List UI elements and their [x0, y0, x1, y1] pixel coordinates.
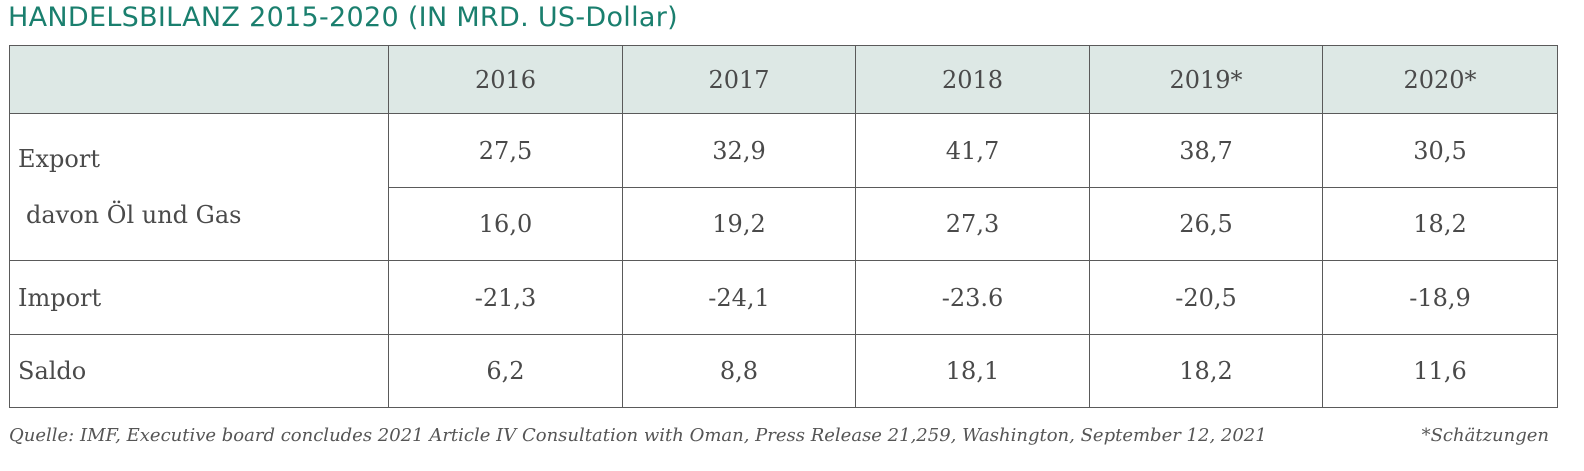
header-corner-cell	[9, 45, 389, 114]
table-cell: 11,6	[1322, 333, 1558, 409]
table-cell: 26,5	[1089, 187, 1323, 262]
table-cell: -24,1	[622, 260, 856, 335]
table-cell: 8,8	[622, 333, 856, 409]
table-row-saldo: Saldo 6,2 8,8 18,1 18,2 11,6	[9, 333, 1558, 409]
column-header-2018: 2018	[855, 45, 1090, 114]
source-note: Quelle: IMF, Executive board concludes 2…	[9, 425, 1267, 446]
table-cell: -18,9	[1322, 260, 1558, 335]
table-header-row: 2016 2017 2018 2019* 2020*	[9, 45, 1558, 114]
row-label-oil-gas: davon Öl und Gas	[26, 201, 242, 230]
table-cell: 18,2	[1322, 187, 1558, 262]
table-cell: 41,7	[855, 112, 1090, 189]
table-cell: -23.6	[855, 260, 1090, 335]
table-cell: 18,1	[855, 333, 1090, 409]
trade-balance-table: 2016 2017 2018 2019* 2020* Export davon …	[9, 45, 1558, 409]
table-cell: 16,0	[388, 187, 623, 262]
row-label-export-group: Export davon Öl und Gas	[9, 112, 389, 262]
table-cell: 19,2	[622, 187, 856, 262]
table-cell: -20,5	[1089, 260, 1323, 335]
estimates-note: *Schätzungen	[1421, 425, 1549, 446]
table-row-import: Import -21,3 -24,1 -23.6 -20,5 -18,9	[9, 260, 1558, 335]
table-cell: 30,5	[1322, 112, 1558, 189]
page-title: HANDELSBILANZ 2015-2020 (IN MRD. US-Doll…	[8, 2, 678, 33]
row-label-saldo: Saldo	[9, 333, 389, 409]
table-cell: 6,2	[388, 333, 623, 409]
table-cell: 32,9	[622, 112, 856, 189]
row-label-import: Import	[9, 260, 389, 335]
table-cell: 27,3	[855, 187, 1090, 262]
column-header-2017: 2017	[622, 45, 856, 114]
column-header-2019: 2019*	[1089, 45, 1323, 114]
column-header-2020: 2020*	[1322, 45, 1558, 114]
table-row-export: Export davon Öl und Gas 27,5 32,9 41,7 3…	[9, 112, 1558, 262]
table-cell: 27,5	[388, 112, 623, 189]
row-label-export: Export	[18, 145, 100, 174]
table-cell: -21,3	[388, 260, 623, 335]
column-header-2016: 2016	[388, 45, 623, 114]
table-cell: 38,7	[1089, 112, 1323, 189]
table-cell: 18,2	[1089, 333, 1323, 409]
